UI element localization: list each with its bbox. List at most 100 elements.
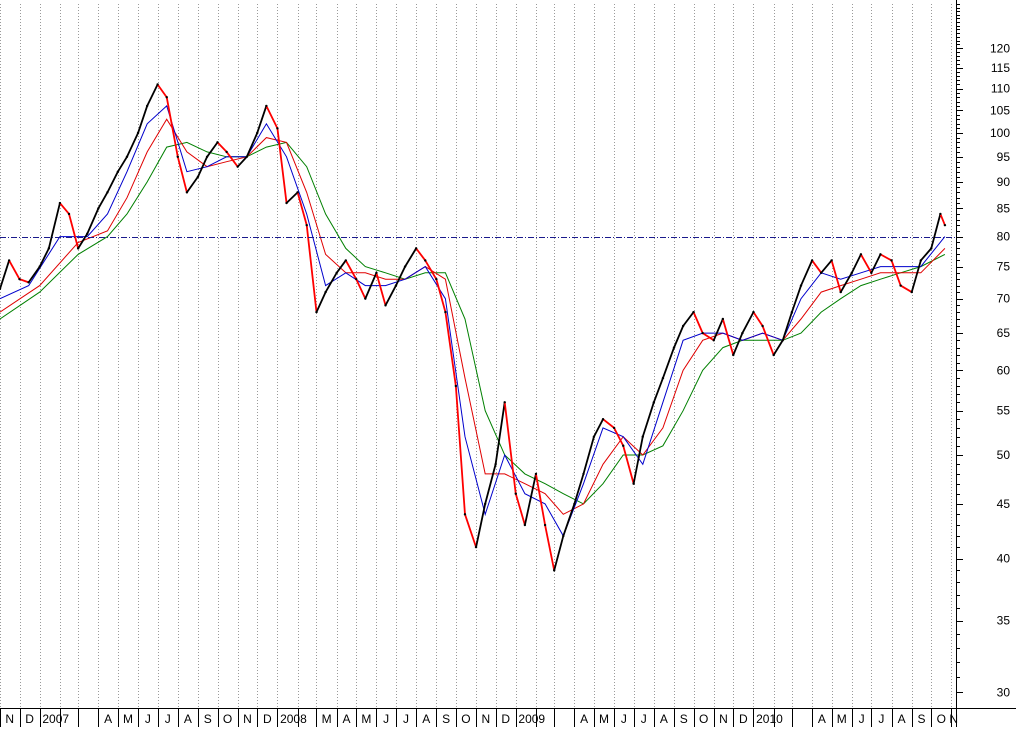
price-segment [335,259,347,274]
price-point [721,317,725,321]
price-point [454,384,458,388]
price-segment [225,151,239,168]
price-segment [68,213,80,250]
price-segment [692,311,704,334]
price-segment [890,259,902,287]
x-tick-label: O [699,712,708,726]
price-segment [484,463,497,505]
price-segment [305,224,318,314]
price-point [879,253,882,256]
price-point [830,259,833,262]
price-segment [514,492,526,526]
price-segment [206,141,219,158]
price-segment [800,259,813,287]
price-segment [415,247,427,262]
price-segment [236,155,248,168]
price-segment [622,444,635,485]
price-point [772,353,775,357]
price-segment [256,105,268,134]
price-segment [741,311,755,334]
price-segment [593,418,604,438]
price-point [18,277,21,281]
price-point [97,207,100,210]
price-segment [503,401,517,495]
x-tick-label: J [383,712,389,726]
price-segment [899,284,913,293]
price-point [444,310,447,314]
price-point [781,339,784,342]
price-point [741,331,744,335]
y-tick-label: 40 [997,552,1011,566]
x-tick-label: S [917,712,925,726]
price-point [285,201,288,205]
price-point [850,271,854,275]
x-tick-label: N [949,712,958,726]
price-point [0,287,2,291]
price-point [165,96,168,99]
price-segment [27,265,41,284]
x-tick-label: M [322,712,332,726]
price-point [890,259,893,262]
price-segment [562,503,576,537]
price-segment [910,259,922,293]
price-segment [673,325,685,349]
price-point [592,435,596,438]
x-tick-label: A [818,712,826,726]
price-segment [165,96,179,158]
price-segment [752,311,764,327]
price-segment [77,232,89,250]
price-segment [106,170,119,194]
price-segment [197,155,208,178]
x-tick-label: M [123,712,133,726]
y-tick-label: 65 [997,326,1011,340]
price-point [652,401,656,404]
price-point [661,376,665,380]
y-tick-label: 85 [997,201,1011,215]
price-point [256,131,259,135]
y-tick-label: 70 [997,292,1011,306]
x-tick-label: S [680,712,688,726]
price-segment [38,247,50,268]
price-segment [632,435,644,485]
price-point [176,155,179,158]
price-point [145,104,149,108]
price-point [205,155,209,158]
price-point [503,401,506,404]
price-point [225,150,228,154]
price-point [641,435,644,438]
price-segment [186,175,199,194]
x-axis: N D 2007 A M J J A S O N D 2008 M A M J J A S O N D 2009 A M J J A S O… [0,708,958,727]
price-segment [535,473,546,526]
price-point [910,290,913,294]
x-tick-label: N [719,712,728,726]
x-tick-label: O [461,712,470,726]
x-tick-label: O [937,712,946,726]
price-point [196,175,200,178]
price-segment [296,191,308,227]
x-tick-label: J [145,712,151,726]
series-ma-short [0,104,946,538]
price-segment [137,105,149,134]
price-segment [8,259,21,281]
price-point [38,265,41,268]
ma-line-ma-long [0,141,946,505]
price-point [543,523,547,527]
x-tick-label: A [104,712,112,726]
x-tick-label: N [481,712,490,726]
y-tick-label: 75 [997,260,1011,274]
price-point [58,201,62,205]
x-tick-label: 2009 [518,712,545,726]
price-segment [18,278,30,284]
price-point [364,297,367,300]
price-point [67,212,71,216]
price-point [47,247,51,250]
price-segment [276,127,288,204]
price-segment [444,311,457,387]
price-point [899,284,902,287]
price-point [514,492,517,495]
vertical-grid [0,4,952,708]
price-segment [573,473,585,505]
price-segment [464,513,477,549]
price-segment [712,318,724,342]
